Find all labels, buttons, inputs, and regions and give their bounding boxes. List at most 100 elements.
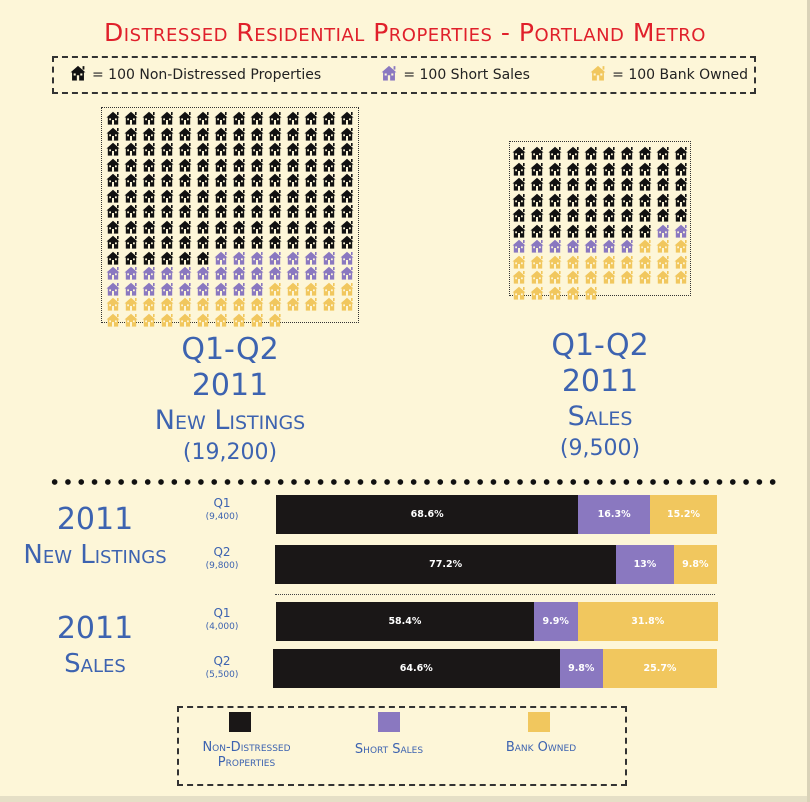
bottom-legend: Non-Distressed Properties Short Sales Ba…: [177, 706, 627, 786]
house-icon-non: [142, 157, 156, 172]
house-icon-non: [548, 145, 562, 160]
quarter-label: Q1 (9,400): [192, 496, 252, 524]
house-icon-non: [566, 207, 580, 222]
house-icon-non: [160, 234, 174, 249]
house-icon-short: [214, 250, 228, 265]
house-icon-non: [548, 223, 562, 238]
legend-item-non-distressed: = 100 Non-Distressed Properties: [70, 65, 321, 85]
quarter-name: Q2: [213, 545, 231, 559]
house-icon-non: [286, 172, 300, 187]
house-icon-non: [106, 219, 120, 234]
house-icon-non: [196, 141, 210, 156]
house-icon-non: [124, 219, 138, 234]
legend-label: = 100 Bank Owned: [612, 67, 748, 83]
house-icon-short: [566, 238, 580, 253]
house-icon-non: [340, 172, 354, 187]
house-icon-bank: [566, 285, 580, 300]
house-icon-non: [124, 250, 138, 265]
house-icon-bank: [548, 285, 562, 300]
listings-group-label: 2011 New Listings: [10, 502, 180, 572]
house-icon-bank: [548, 269, 562, 284]
bar-segment-non-distressed: 68.6%: [276, 495, 579, 534]
house-icon-short: [268, 265, 282, 280]
house-icon-short: [268, 250, 282, 265]
house-icon-bank: [196, 312, 210, 327]
house-icon-non: [286, 219, 300, 234]
house-icon-non: [286, 157, 300, 172]
house-icon-bank: [178, 312, 192, 327]
house-icon-bank: [548, 254, 562, 269]
house-icon-bank: [232, 312, 246, 327]
house-icon-non: [250, 141, 264, 156]
house-icon-bank: [512, 285, 526, 300]
house-icon-bank: [124, 312, 138, 327]
house-icon-bank: [142, 296, 156, 311]
house-icon-bank: [322, 296, 336, 311]
house-icon-non: [286, 188, 300, 203]
house-icon-non: [584, 145, 598, 160]
quarter-count: (9,400): [205, 512, 239, 522]
house-icon-non: [178, 141, 192, 156]
house-icon-non: [340, 157, 354, 172]
house-icon-bank: [602, 269, 616, 284]
house-icon-non: [674, 192, 688, 207]
legend-label: = 100 Short Sales: [403, 67, 530, 83]
sales-pictograph-frame: [509, 141, 691, 296]
stacked-bar-sales-q1: 58.4% 9.9% 31.8%: [276, 602, 718, 641]
house-icon-non: [142, 126, 156, 141]
house-icon-bank: [656, 254, 670, 269]
house-icon-non: [304, 203, 318, 218]
house-icon-bank: [602, 254, 616, 269]
house-icon-non: [178, 126, 192, 141]
house-icon-non: [340, 219, 354, 234]
house-icon-non: [340, 110, 354, 125]
house-icon-short: [584, 238, 598, 253]
house-icon-bank: [214, 312, 228, 327]
house-icon-non: [268, 110, 282, 125]
house-icon-short: [602, 238, 616, 253]
house-icon-short: [196, 281, 210, 296]
house-icon-short: [286, 250, 300, 265]
house-icon-bank: [106, 312, 120, 327]
house-icon-non: [196, 110, 210, 125]
bar-segment-non-distressed: 77.2%: [275, 545, 617, 584]
house-icon-non: [322, 188, 336, 203]
house-icon-non: [232, 188, 246, 203]
house-icon-short: [160, 281, 174, 296]
house-icon-non: [142, 188, 156, 203]
house-icon-bank: [530, 285, 544, 300]
house-icon-short: [250, 281, 264, 296]
house-icon-non: [340, 234, 354, 249]
house-icon-bank: [340, 296, 354, 311]
house-icon-short: [304, 265, 318, 280]
house-icon-short: [232, 265, 246, 280]
house-icon-bank: [530, 269, 544, 284]
house-icon-bank: [584, 269, 598, 284]
house-icon-bank: [584, 285, 598, 300]
house-icon-bank: [674, 238, 688, 253]
house-icon-short: [124, 281, 138, 296]
house-icon-non: [106, 203, 120, 218]
bar-segment-short-sales: 16.3%: [578, 495, 651, 534]
house-icon-non: [548, 176, 562, 191]
house-icon-non: [160, 110, 174, 125]
house-icon-short: [232, 281, 246, 296]
house-icon-non: [268, 126, 282, 141]
house-icon-non: [160, 141, 174, 156]
house-icon-non: [196, 250, 210, 265]
house-icon-non: [512, 176, 526, 191]
house-icon-non: [322, 234, 336, 249]
footer-strip: [0, 796, 810, 802]
house-icon-bank: [286, 281, 300, 296]
quarter-count: (9,800): [205, 561, 239, 571]
house-icon-non: [512, 161, 526, 176]
house-icon-non: [530, 176, 544, 191]
house-icon-bank: [620, 269, 634, 284]
house-icon-non: [178, 110, 192, 125]
house-icon-bank: [512, 269, 526, 284]
stacked-bar-listings-q2: 77.2% 13% 9.8%: [275, 545, 717, 584]
house-icon-non: [106, 126, 120, 141]
caption-total: (19,200): [182, 440, 278, 465]
quarter-name: Q1: [213, 606, 231, 620]
top-legend: = 100 Non-Distressed Properties = 100 Sh…: [52, 56, 756, 94]
